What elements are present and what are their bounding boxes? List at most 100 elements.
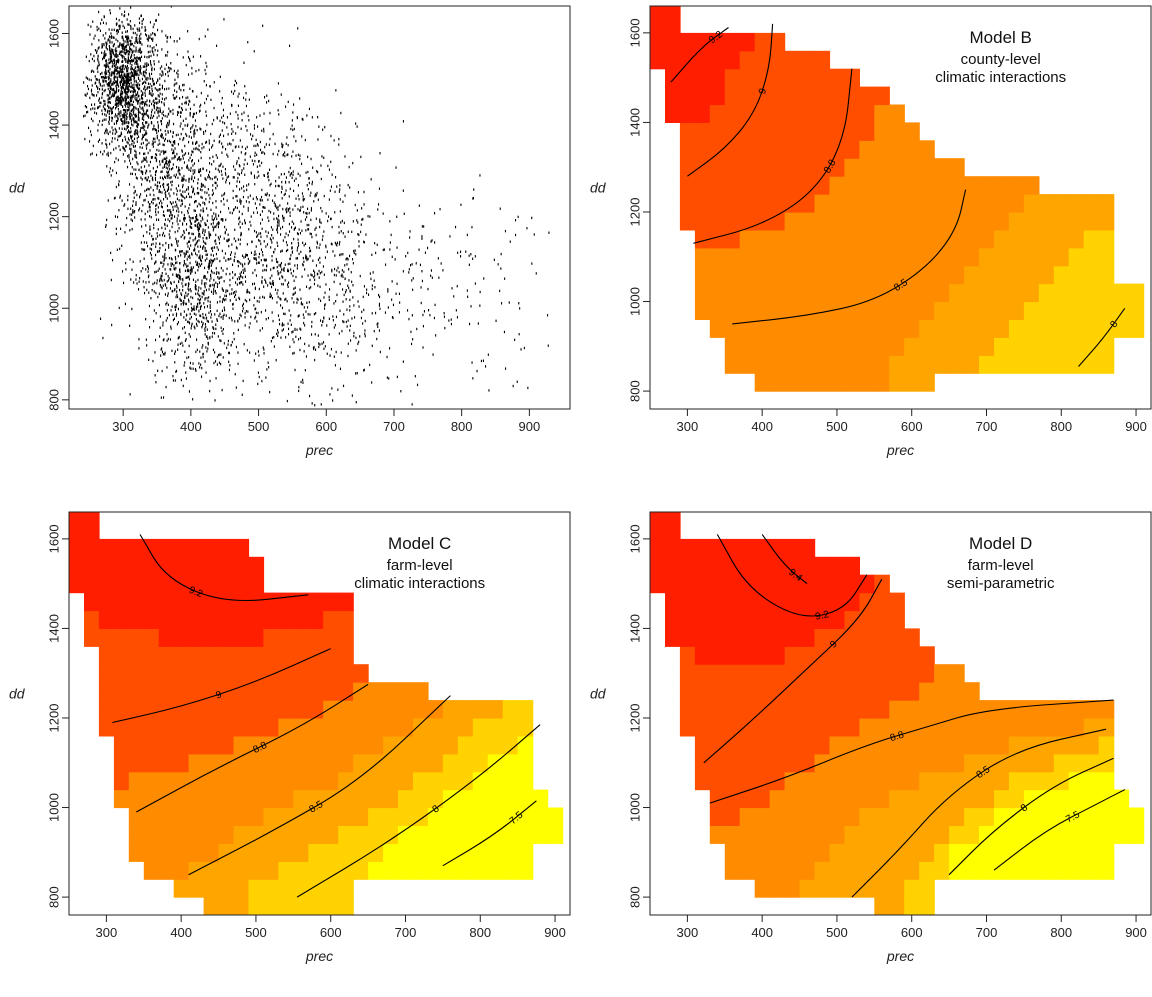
scatter-point xyxy=(96,49,98,53)
scatter-point xyxy=(272,199,274,202)
scatter-point xyxy=(339,210,341,213)
scatter-point xyxy=(107,151,109,155)
scatter-point xyxy=(134,149,136,152)
scatter-point xyxy=(329,393,331,396)
scatter-point xyxy=(127,49,129,53)
scatter-point xyxy=(253,144,255,148)
scatter-point xyxy=(179,342,181,345)
scatter-point xyxy=(336,293,338,297)
scatter-point xyxy=(162,244,164,247)
scatter-point xyxy=(134,190,136,193)
scatter-point xyxy=(180,378,182,382)
scatter-point xyxy=(141,146,143,149)
scatter-point xyxy=(136,161,138,164)
scatter-point xyxy=(118,306,120,310)
scatter-point xyxy=(548,231,550,234)
scatter-point xyxy=(184,350,186,353)
scatter-point xyxy=(136,193,138,197)
scatter-point xyxy=(146,86,148,89)
scatter-point xyxy=(246,129,248,132)
scatter-point xyxy=(246,162,248,165)
scatter-point xyxy=(139,98,141,101)
scatter-point xyxy=(151,68,153,71)
scatter-point xyxy=(133,121,135,124)
scatter-point xyxy=(280,93,282,96)
scatter-point xyxy=(174,256,176,259)
scatter-point xyxy=(111,28,113,31)
scatter-point xyxy=(159,326,161,329)
scatter-point xyxy=(269,276,271,280)
scatter-point xyxy=(192,190,194,194)
scatter-point xyxy=(323,230,325,233)
scatter-point xyxy=(198,302,200,305)
scatter-point xyxy=(201,346,203,349)
scatter-point xyxy=(193,132,195,136)
scatter-point xyxy=(343,221,345,225)
scatter-point xyxy=(128,95,130,98)
scatter-point xyxy=(174,361,176,364)
scatter-point xyxy=(103,99,105,103)
scatter-point xyxy=(212,254,214,257)
scatter-point xyxy=(308,344,310,347)
scatter-point xyxy=(487,353,489,356)
scatter-point xyxy=(324,291,326,294)
scatter-point xyxy=(121,101,123,104)
scatter-point xyxy=(178,184,180,187)
scatter-point xyxy=(108,122,110,125)
scatter-point xyxy=(157,211,159,214)
scatter-point xyxy=(263,285,265,288)
scatter-point xyxy=(351,280,353,283)
heatmap-cell xyxy=(829,283,846,303)
scatter-point xyxy=(382,212,384,215)
scatter-point xyxy=(110,174,112,177)
scatter-point xyxy=(293,279,295,282)
scatter-point xyxy=(110,278,112,282)
scatter-point xyxy=(200,91,202,95)
scatter-point xyxy=(340,111,342,115)
scatter-point xyxy=(178,156,180,160)
scatter-point xyxy=(140,32,142,36)
scatter-point xyxy=(281,249,283,253)
scatter-point xyxy=(130,147,132,151)
scatter-point xyxy=(113,58,115,61)
scatter-point xyxy=(202,316,204,319)
scatter-point xyxy=(240,275,242,278)
scatter-point xyxy=(108,83,110,86)
scatter-point xyxy=(221,142,223,145)
scatter-point xyxy=(122,64,124,67)
scatter-point xyxy=(161,350,163,354)
scatter-point xyxy=(176,152,178,156)
heatmap-cell xyxy=(949,301,965,320)
heatmap-cell xyxy=(694,229,711,249)
scatter-point xyxy=(174,230,176,234)
scatter-point xyxy=(186,223,188,226)
scatter-point xyxy=(164,175,166,178)
scatter-point xyxy=(131,94,133,98)
scatter-point xyxy=(304,218,306,221)
scatter-point xyxy=(154,198,156,201)
scatter-point xyxy=(138,39,140,43)
scatter-point xyxy=(256,165,258,168)
scatter-point xyxy=(341,269,343,272)
scatter-point xyxy=(219,75,221,78)
scatter-point xyxy=(167,121,169,125)
scatter-point xyxy=(132,100,134,103)
scatter-point xyxy=(302,264,304,267)
scatter-point xyxy=(296,267,298,270)
scatter-point xyxy=(204,229,206,232)
scatter-point xyxy=(165,194,167,197)
heatmap-cell xyxy=(1053,337,1070,356)
heatmap-cell xyxy=(859,301,875,320)
scatter-point xyxy=(140,142,142,145)
scatter-point xyxy=(206,123,208,126)
scatter-point xyxy=(117,158,119,162)
heatmap-cell xyxy=(1008,265,1025,285)
scatter-point xyxy=(209,389,211,393)
scatter-point xyxy=(148,203,150,206)
scatter-point xyxy=(144,218,146,221)
scatter-point xyxy=(109,96,111,100)
scatter-point xyxy=(269,292,271,295)
scatter-point xyxy=(195,217,197,221)
heatmap-cell xyxy=(889,158,905,177)
heatmap-cell xyxy=(724,301,741,320)
